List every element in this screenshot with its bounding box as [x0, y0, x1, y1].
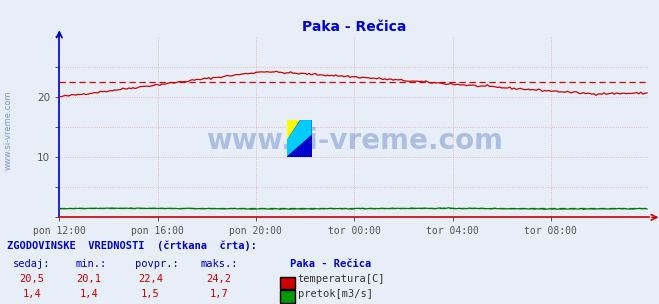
Text: Paka - Rečica: Paka - Rečica: [290, 259, 371, 269]
Text: 1,4: 1,4: [22, 288, 41, 299]
Text: 1,7: 1,7: [210, 288, 228, 299]
Text: www.si-vreme.com: www.si-vreme.com: [3, 91, 13, 171]
Text: 20,1: 20,1: [76, 274, 101, 284]
Text: ZGODOVINSKE  VREDNOSTI  (črtkana  črta):: ZGODOVINSKE VREDNOSTI (črtkana črta):: [7, 240, 256, 251]
Text: www.si-vreme.com: www.si-vreme.com: [206, 127, 503, 155]
Polygon shape: [287, 120, 312, 157]
Polygon shape: [287, 120, 301, 140]
Text: sedaj:: sedaj:: [13, 259, 51, 269]
Text: pretok[m3/s]: pretok[m3/s]: [298, 288, 373, 299]
Text: 1,5: 1,5: [141, 288, 159, 299]
Text: 20,5: 20,5: [19, 274, 44, 284]
Text: min.:: min.:: [76, 259, 107, 269]
Text: 22,4: 22,4: [138, 274, 163, 284]
Title: Paka - Rečica: Paka - Rečica: [302, 20, 407, 34]
Text: 1,4: 1,4: [80, 288, 98, 299]
Text: temperatura[C]: temperatura[C]: [298, 274, 386, 284]
Text: maks.:: maks.:: [201, 259, 239, 269]
Text: povpr.:: povpr.:: [135, 259, 179, 269]
Text: 24,2: 24,2: [206, 274, 231, 284]
